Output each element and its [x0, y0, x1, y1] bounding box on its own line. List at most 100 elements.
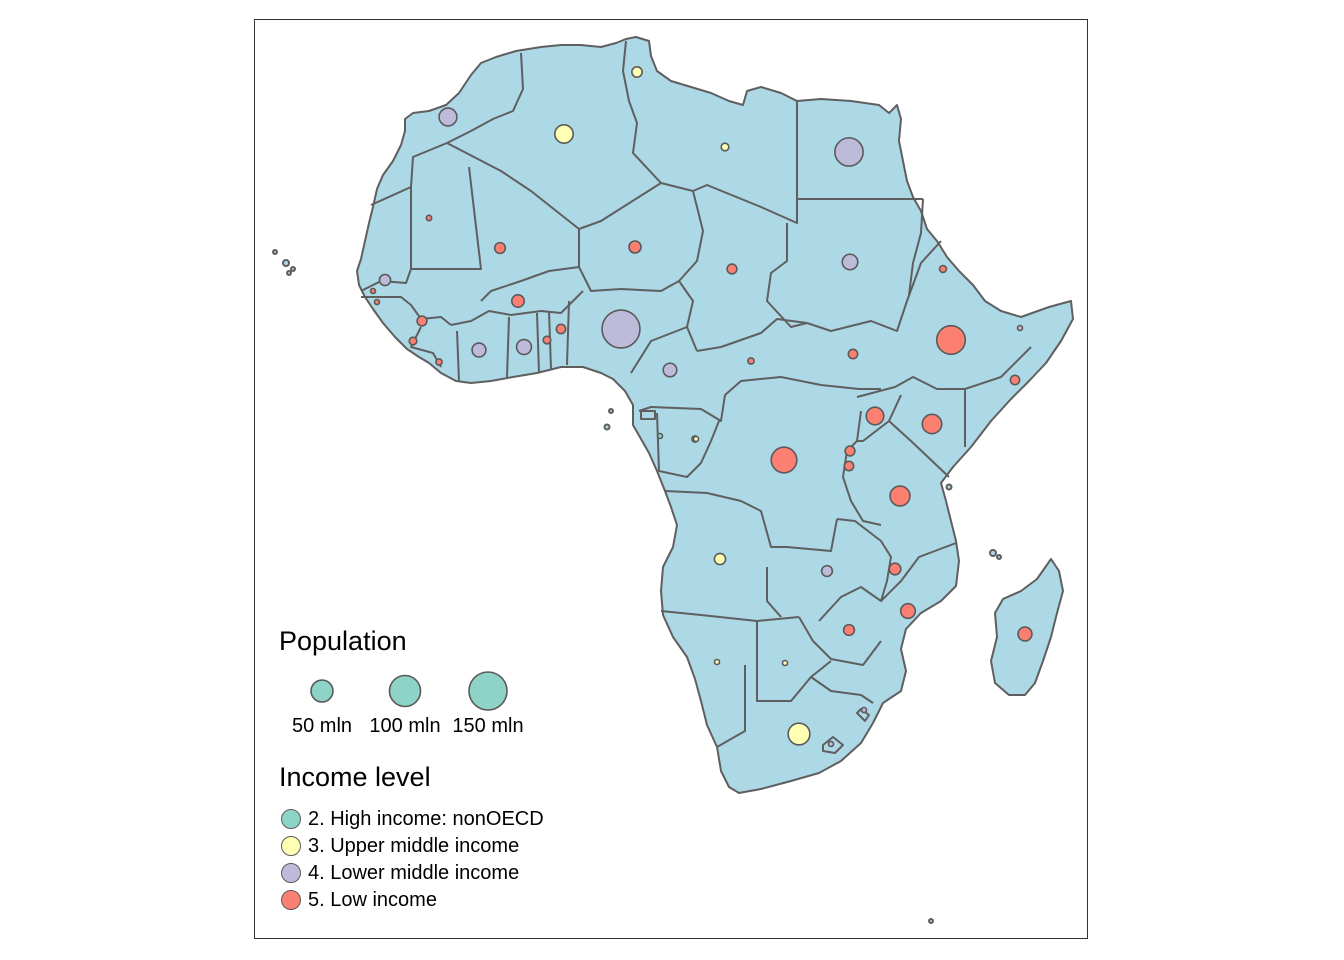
- population-symbol-nigeria: [601, 309, 641, 349]
- population-symbol-somalia: [1009, 374, 1021, 386]
- population-symbol-guinea: [416, 315, 428, 327]
- border-line: [446, 52, 524, 144]
- population-symbol-senegal: [378, 273, 392, 287]
- population-symbols: [369, 66, 1033, 748]
- population-symbol-djibouti: [1016, 324, 1024, 332]
- border-line: [810, 676, 874, 704]
- income-label: 5. Low income: [308, 888, 437, 911]
- border-line: [818, 542, 957, 622]
- population-symbol-sudan: [841, 253, 859, 271]
- population-symbol-democratic-republic-of-the-congo: [770, 446, 798, 474]
- population-symbol-zimbabwe: [842, 623, 856, 637]
- cape-verde-islands: [282, 259, 290, 267]
- border-line: [622, 40, 662, 184]
- border-line: [361, 296, 452, 326]
- income-legend-item: 2. High income: nonOECD: [279, 806, 544, 832]
- population-symbol-botswana: [781, 659, 789, 667]
- border-line: [857, 394, 902, 442]
- population-symbol-mali: [493, 241, 507, 255]
- population-symbol-togo: [542, 335, 552, 345]
- border-line: [798, 616, 882, 666]
- income-swatch-high-nonoecd: [281, 809, 301, 829]
- population-symbol-ghana: [515, 338, 533, 356]
- population-symbol-liberia: [435, 358, 443, 366]
- border-line: [836, 518, 892, 602]
- population-symbol-central-african-republic: [747, 357, 755, 365]
- border-line: [856, 376, 965, 398]
- africa-mainland-outline: [356, 36, 1074, 794]
- border-line: [908, 198, 924, 296]
- border-line: [964, 346, 1032, 390]
- population-symbol-egypt: [834, 137, 864, 167]
- border-line: [766, 223, 808, 328]
- population-symbol-rwanda: [844, 445, 856, 457]
- border-line: [656, 412, 720, 478]
- size-legend-label-50: 50 mln: [291, 715, 353, 737]
- population-symbol-cameroon: [662, 362, 678, 378]
- border-line: [766, 567, 782, 618]
- border-line: [640, 410, 656, 420]
- border-line: [370, 142, 448, 206]
- population-symbol-burundi: [843, 460, 855, 472]
- income-swatch-upper-middle: [281, 836, 301, 856]
- population-symbol-south-africa: [787, 722, 811, 746]
- population-symbol-tunisia: [631, 66, 643, 78]
- population-symbol-tanzania: [889, 485, 911, 507]
- border-line: [822, 736, 844, 754]
- border-line: [664, 490, 838, 552]
- border-line: [480, 229, 580, 302]
- population-symbol-uganda: [865, 406, 885, 426]
- border-line: [578, 182, 694, 230]
- population-symbol-lesotho: [827, 740, 835, 748]
- population-symbol-morocco: [438, 107, 458, 127]
- population-symbol-guinea-bissau: [373, 298, 381, 306]
- population-symbol-ethiopia: [935, 324, 967, 356]
- border-line: [696, 318, 808, 352]
- population-symbol-benin: [555, 323, 567, 335]
- cape-verde-islands: [286, 270, 292, 276]
- income-label: 4. Lower middle income: [308, 861, 520, 884]
- sao-tome-island: [603, 423, 611, 431]
- population-symbol-mauritania: [425, 214, 433, 222]
- income-label: 3. Upper middle income: [308, 834, 520, 857]
- population-symbol-gambia: [369, 287, 377, 295]
- population-symbol-libya: [720, 142, 730, 152]
- population-symbol-algeria: [554, 124, 574, 144]
- border-line: [566, 300, 570, 366]
- population-legend-title: Population: [279, 626, 407, 656]
- zanzibar-island: [945, 483, 953, 491]
- mauritius-island: [928, 918, 934, 924]
- population-symbol-kenya: [921, 413, 943, 435]
- population-symbol-angola: [713, 552, 727, 566]
- border-line: [756, 621, 832, 702]
- map-frame: [254, 19, 1088, 939]
- cape-verde-islands: [290, 266, 296, 272]
- border-line: [660, 610, 800, 622]
- income-swatch-lower-middle: [281, 863, 301, 883]
- border-line: [360, 268, 412, 292]
- border-line: [410, 166, 482, 270]
- population-symbol-malawi: [888, 562, 902, 576]
- comoros-islands: [996, 554, 1002, 560]
- population-symbol-zambia: [820, 564, 834, 578]
- income-legend-title: Income level: [279, 762, 431, 792]
- income-legend-item: 4. Lower middle income: [279, 860, 519, 886]
- border-line: [450, 290, 584, 326]
- population-symbol-eritrea: [938, 264, 948, 274]
- population-symbol-ivory-coast: [471, 342, 487, 358]
- border-line: [888, 420, 950, 478]
- border-line: [630, 326, 688, 374]
- comoros-islands: [989, 549, 997, 557]
- income-legend-item: 5. Low income: [279, 887, 437, 913]
- border-line: [856, 708, 870, 722]
- border-line: [692, 101, 798, 224]
- income-legend-item: 3. Upper middle income: [279, 833, 519, 859]
- population-symbol-niger: [628, 240, 642, 254]
- population-symbol-chad: [726, 263, 738, 275]
- size-legend-label-100: 100 mln: [369, 715, 441, 737]
- population-symbol-madagascar: [1017, 626, 1033, 642]
- bioko-island: [608, 408, 614, 414]
- population-symbol-sierra-leone: [408, 336, 418, 346]
- size-legend-label-150: 150 mln: [452, 715, 524, 737]
- border-line: [536, 312, 540, 374]
